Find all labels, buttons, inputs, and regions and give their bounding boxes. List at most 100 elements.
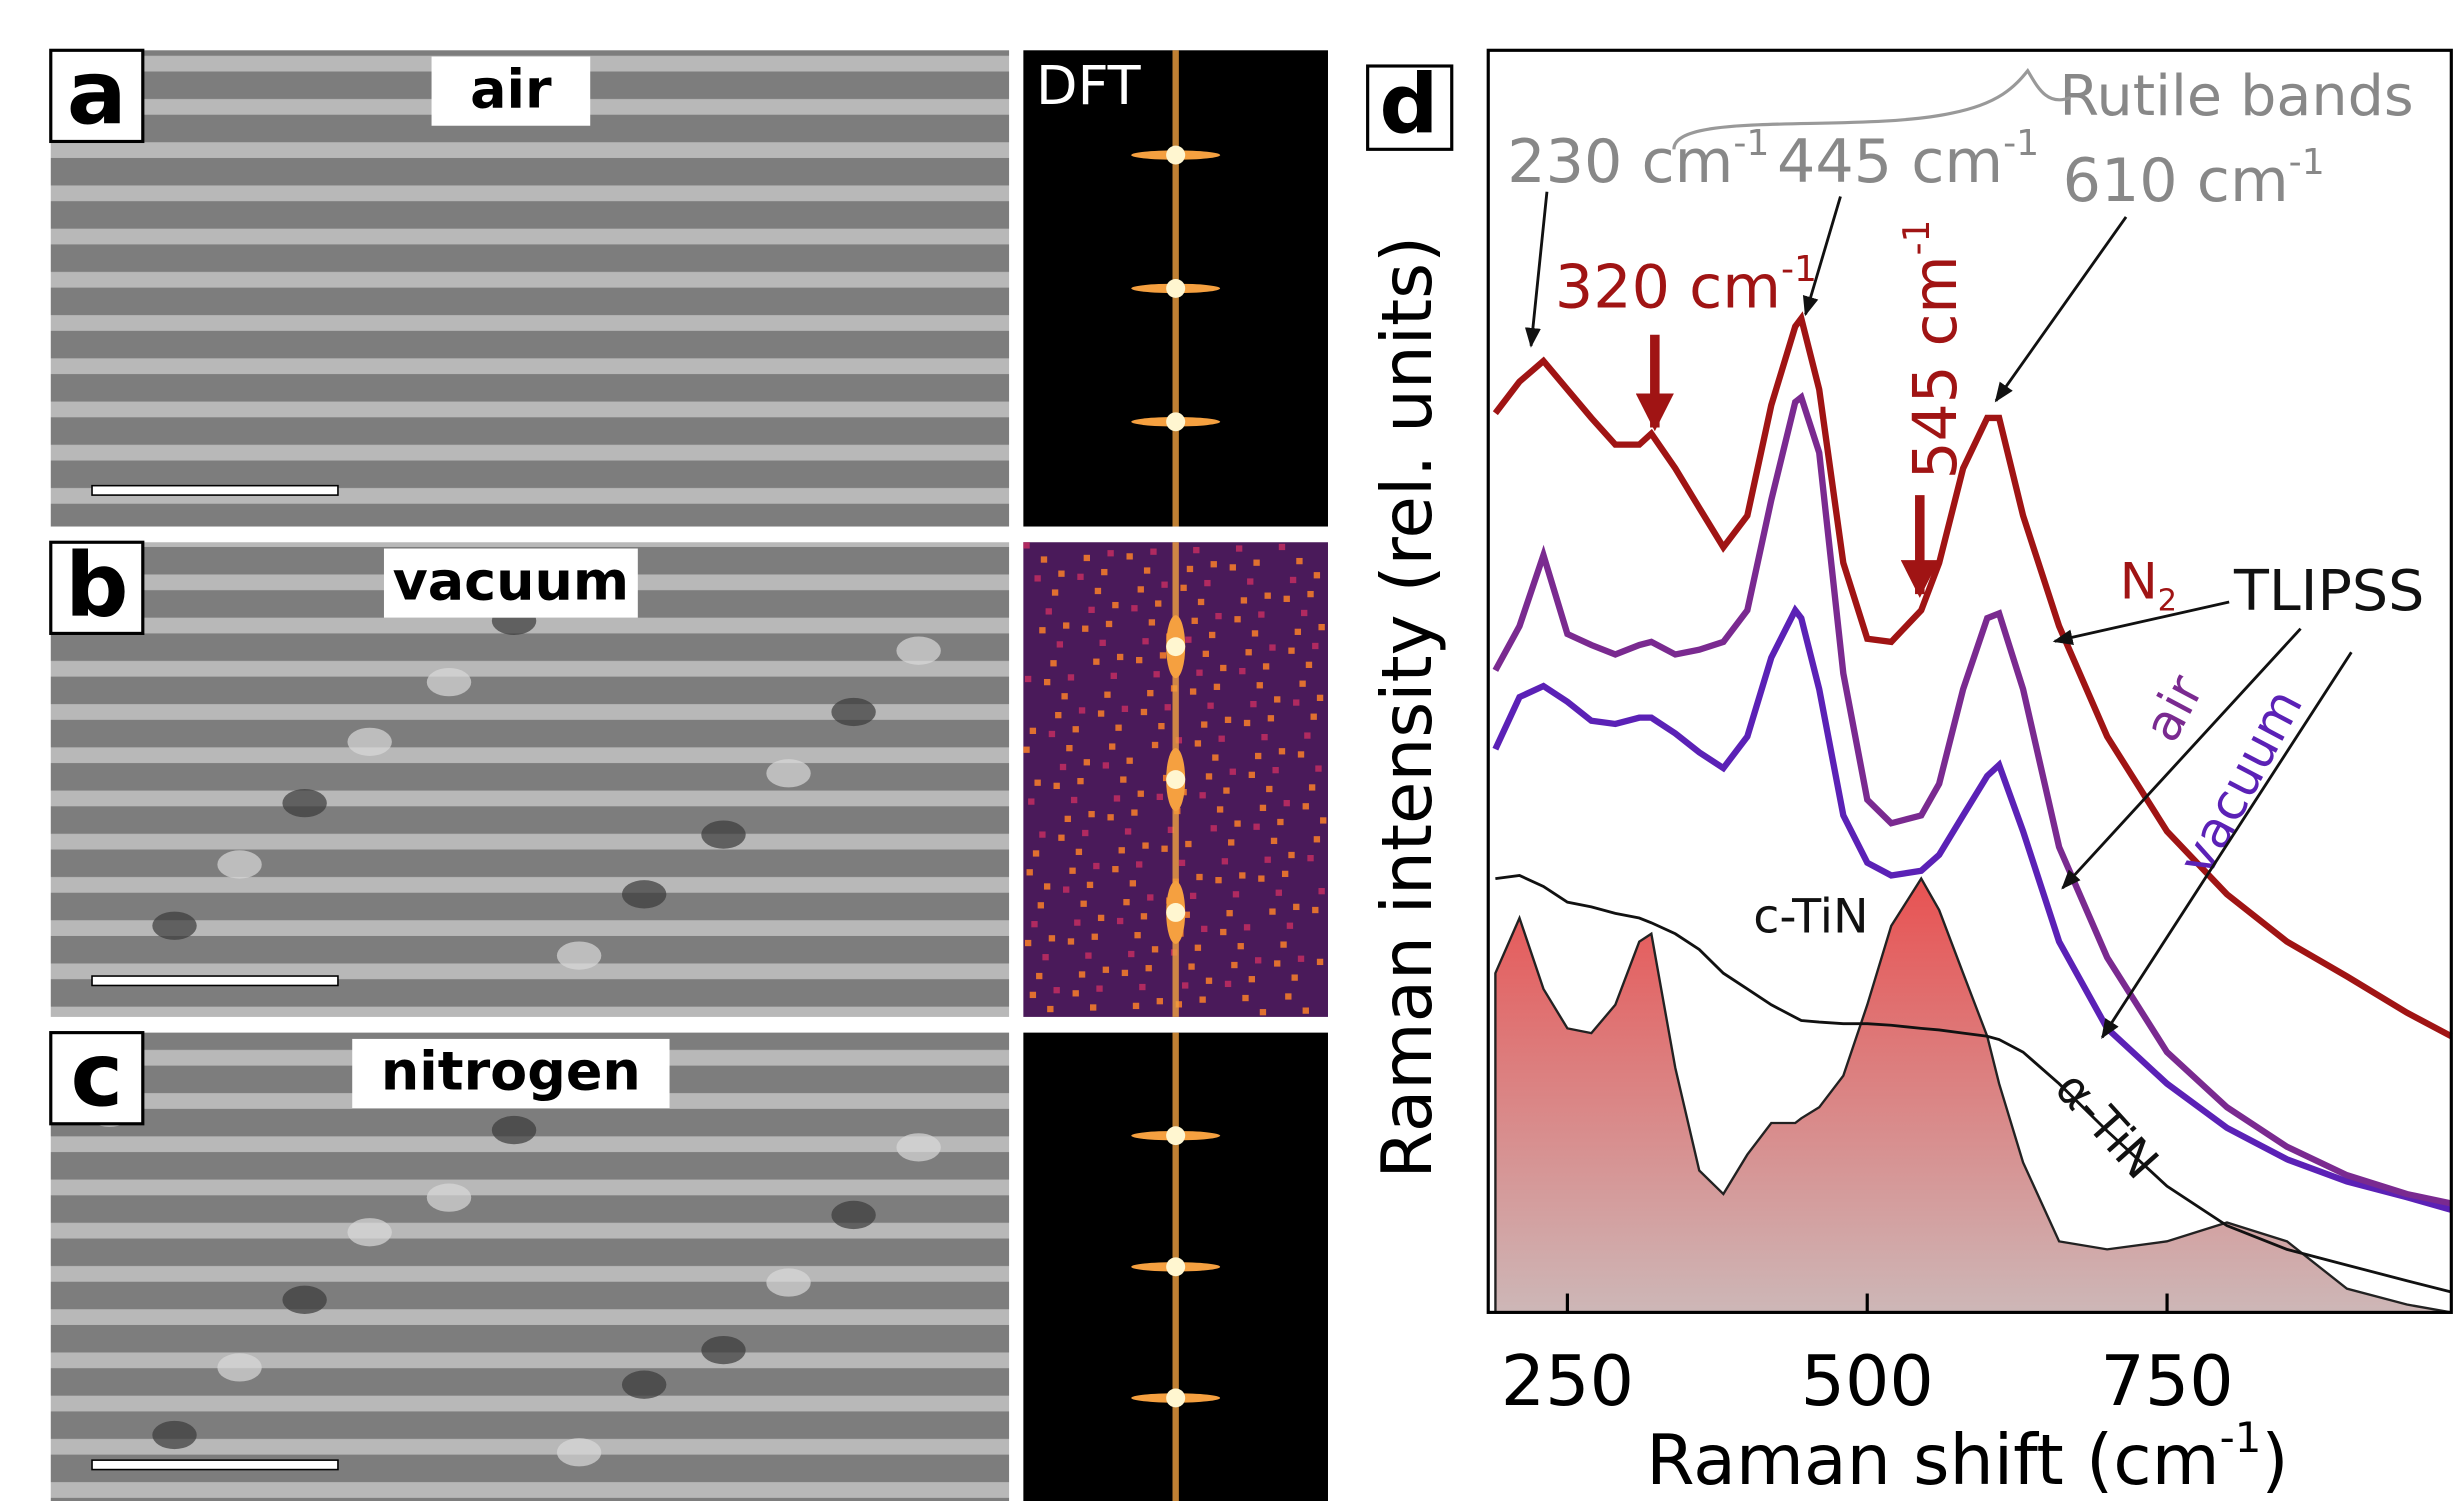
dft-noise [1082, 829, 1089, 837]
dft-noise [1183, 911, 1190, 918]
dft-noise [1053, 782, 1060, 790]
dft-spot-core [1166, 637, 1186, 657]
dft-noise [1281, 870, 1289, 878]
dft-noise [1197, 598, 1205, 606]
dft-noise [1024, 939, 1032, 947]
text-part: 230 cm [1507, 127, 1733, 197]
dft-noise [1097, 710, 1105, 717]
dft-noise [1291, 974, 1298, 981]
dft-noise [1296, 557, 1303, 565]
dft-noise [1059, 763, 1067, 771]
dft-noise [1028, 798, 1035, 805]
dft-noise [1048, 935, 1056, 942]
text-part: Raman shift (cm [1646, 1421, 2219, 1501]
dft-noise [1091, 933, 1098, 940]
dft-noise [1186, 565, 1194, 573]
dft-noise [1213, 683, 1221, 690]
dft-noise [1147, 894, 1154, 901]
dft-noise [1251, 630, 1259, 637]
dft-noise [1299, 680, 1306, 687]
panel-label: nitrogen [381, 1040, 641, 1103]
dft-noise [1074, 919, 1081, 926]
annotation: TLIPSS [2233, 558, 2425, 624]
dft-noise [1201, 721, 1208, 728]
dft-noise [1283, 800, 1290, 807]
dft-noise [1134, 932, 1141, 939]
dft-noise [1286, 922, 1294, 929]
dft-noise [1194, 944, 1202, 951]
debris [282, 1285, 327, 1314]
dft-noise [1140, 708, 1148, 716]
annotation: 445 cm-1 [1777, 123, 2039, 197]
x-axis-label: Raman shift (cm-1) [1646, 1413, 2288, 1501]
dft-noise [1205, 773, 1213, 780]
dft-noise [1048, 730, 1056, 738]
dft-noise [1036, 972, 1043, 980]
panel-label: air [470, 58, 552, 121]
dft-noise [1272, 767, 1279, 774]
debris [556, 941, 602, 970]
dft-noise [1316, 958, 1324, 966]
dft-noise [1072, 726, 1079, 733]
debris [347, 1218, 392, 1247]
scale-bar [91, 484, 339, 496]
dft-noise [1075, 848, 1083, 856]
dft-noise [1112, 866, 1119, 873]
text-part: TLIPSS [2233, 558, 2425, 624]
debris [766, 759, 811, 788]
dft-noise [1220, 928, 1227, 936]
dft-noise [1094, 587, 1102, 595]
dft-noise [1077, 573, 1084, 580]
dft-noise [1316, 694, 1324, 701]
dft-noise [1112, 601, 1119, 609]
dft-noise [1072, 990, 1079, 997]
dft-noise [1101, 568, 1108, 576]
dft-noise [1253, 559, 1260, 566]
panel-letter-box [49, 48, 145, 144]
dft-noise [1105, 620, 1113, 628]
script-text: -1 [1781, 248, 1817, 289]
dft-noise [1032, 850, 1040, 857]
dft-label: DFT [1036, 54, 1141, 117]
dft-noise [1267, 715, 1275, 722]
script-text: -1 [1733, 123, 1769, 164]
dft-noise [1034, 779, 1041, 786]
dft-noise [1278, 748, 1286, 755]
dft-noise [1239, 872, 1246, 879]
panel-label-box [383, 548, 638, 618]
y-axis-label: Raman intensity (rel. units) [1368, 236, 1448, 1179]
sem-image [50, 1032, 1010, 1501]
dft-noise [1064, 815, 1071, 823]
dft-noise [1277, 818, 1284, 826]
dft-noise [1212, 754, 1219, 761]
text-part: N [2120, 551, 2158, 610]
dft-noise [1156, 998, 1163, 1005]
arrow [1524, 191, 1549, 348]
dft-noise [1232, 891, 1240, 898]
dft-noise [1129, 880, 1137, 887]
arrow [2101, 651, 2353, 1040]
dft-noise [1045, 608, 1052, 615]
dft-noise [1204, 579, 1211, 587]
dft-noise [1104, 691, 1111, 698]
dft-noise [1088, 606, 1095, 613]
dft-spot-core [1166, 1388, 1186, 1408]
dft-noise [1151, 946, 1159, 953]
dft-noise [1235, 545, 1243, 552]
dft-noise [1086, 881, 1094, 889]
dft-noise [1189, 892, 1197, 900]
dft-noise [1205, 977, 1213, 984]
dft-noise [1247, 578, 1254, 585]
dft-noise [1029, 991, 1037, 999]
dft-noise [1089, 1004, 1097, 1011]
series-label: N2 [2120, 551, 2177, 618]
debris [621, 1370, 667, 1399]
debris [217, 1353, 262, 1382]
text-part: Rutile bands [2059, 63, 2413, 129]
arrow [1802, 196, 1842, 317]
annotation: Rutile bands [2059, 63, 2413, 129]
dft-noise [1210, 825, 1217, 832]
dft-noise [1199, 792, 1206, 799]
